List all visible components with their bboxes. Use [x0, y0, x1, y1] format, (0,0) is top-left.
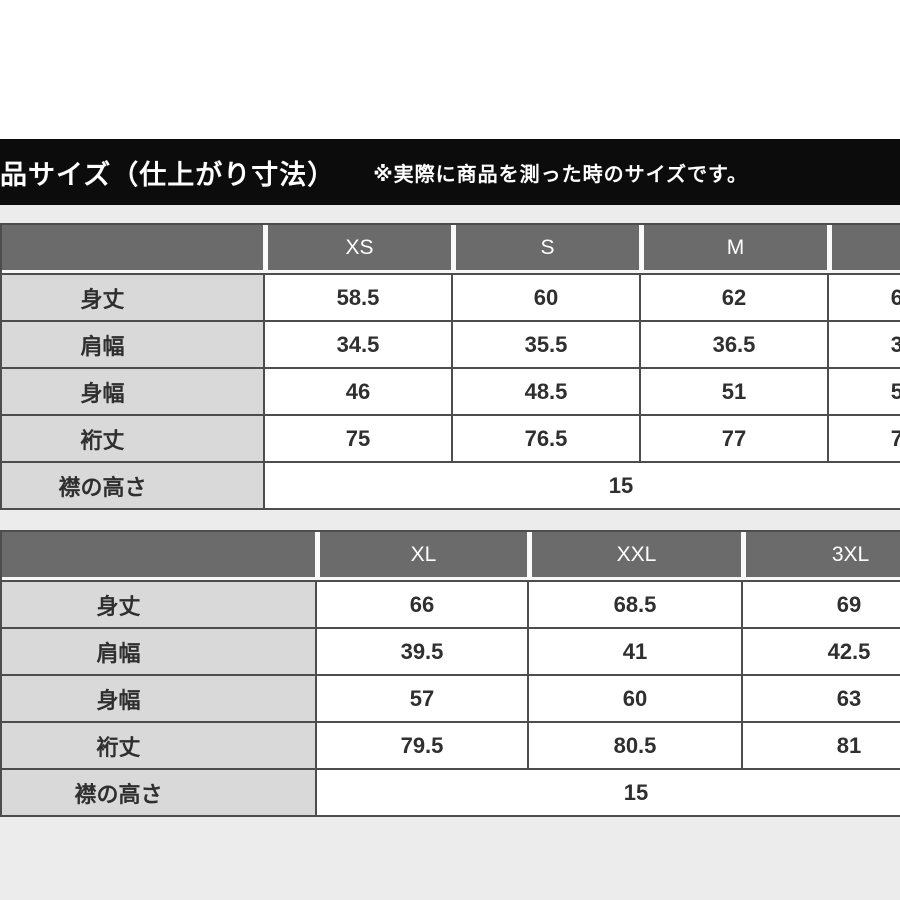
- table-row: 身丈 66 68.5 69: [2, 580, 900, 627]
- merged-value-cell: 15: [315, 770, 900, 815]
- value-cell: 54: [827, 369, 900, 414]
- size-header-cell: M: [639, 225, 827, 270]
- table-row: 襟の高さ 15: [2, 461, 900, 508]
- row-label: 身幅: [2, 369, 263, 414]
- table-row: 身幅 57 60 63: [2, 674, 900, 721]
- value-cell: 46: [263, 369, 451, 414]
- table-row: 襟の高さ 15: [2, 768, 900, 815]
- table-header-row: XL XXL 3XL: [2, 532, 900, 580]
- value-cell: 79: [827, 416, 900, 461]
- size-header-cell: XS: [263, 225, 451, 270]
- size-header-cell: 3XL: [741, 532, 900, 577]
- size-header-cell: S: [451, 225, 639, 270]
- table-row: 裄丈 79.5 80.5 81: [2, 721, 900, 768]
- table-header-row: XSSML: [2, 225, 900, 273]
- section-title: 品サイズ（仕上がり寸法）: [0, 159, 336, 190]
- size-table-xs-to-l-viewport: XSSML身丈58.5606264肩幅34.535.536.538身幅4648.…: [0, 223, 900, 510]
- row-label: 襟の高さ: [2, 770, 315, 815]
- value-cell: 75: [263, 416, 451, 461]
- size-table-xl-to-3xl: XL XXL 3XL 身丈 66 68.5 69 肩幅 39.5 41 42.5 身幅 57 60 63 裄丈…: [0, 530, 900, 817]
- row-label: 裄丈: [2, 416, 263, 461]
- size-table-xl-to-3xl-viewport: XL XXL 3XL 身丈 66 68.5 69 肩幅 39.5 41 42.5 身幅 57 60 63 裄丈…: [0, 530, 900, 817]
- row-label: 肩幅: [2, 629, 315, 674]
- row-label: 身幅: [2, 676, 315, 721]
- value-cell: 35.5: [451, 322, 639, 367]
- value-cell: 76.5: [451, 416, 639, 461]
- value-cell: 41: [527, 629, 741, 674]
- table-row: 肩幅 39.5 41 42.5: [2, 627, 900, 674]
- row-label: 肩幅: [2, 322, 263, 367]
- value-cell: 68.5: [527, 582, 741, 627]
- section-title-bar: 品サイズ（仕上がり寸法） ※実際に商品を測った時のサイズです。: [0, 139, 900, 205]
- value-cell: 77: [639, 416, 827, 461]
- size-header-cell: L: [827, 225, 900, 270]
- value-cell: 38: [827, 322, 900, 367]
- value-cell: 36.5: [639, 322, 827, 367]
- value-cell: 81: [741, 723, 900, 768]
- header-corner-cell: [2, 225, 263, 270]
- value-cell: 60: [527, 676, 741, 721]
- value-cell: 34.5: [263, 322, 451, 367]
- value-cell: 51: [639, 369, 827, 414]
- measurement-note: ※実際に商品を測った時のサイズです。: [373, 163, 749, 186]
- size-header-cell: XL: [315, 532, 527, 577]
- value-cell: 60: [451, 275, 639, 320]
- value-cell: 39.5: [315, 629, 527, 674]
- row-label: 襟の高さ: [2, 463, 263, 508]
- value-cell: 42.5: [741, 629, 900, 674]
- size-header-cell: XXL: [527, 532, 741, 577]
- value-cell: 69: [741, 582, 900, 627]
- header-corner-cell: [2, 532, 315, 577]
- row-label: 身丈: [2, 275, 263, 320]
- value-cell: 58.5: [263, 275, 451, 320]
- size-table-xs-to-l: XSSML身丈58.5606264肩幅34.535.536.538身幅4648.…: [0, 223, 900, 510]
- value-cell: 64: [827, 275, 900, 320]
- row-label: 身丈: [2, 582, 315, 627]
- value-cell: 66: [315, 582, 527, 627]
- value-cell: 62: [639, 275, 827, 320]
- value-cell: 48.5: [451, 369, 639, 414]
- value-cell: 63: [741, 676, 900, 721]
- value-cell: 57: [315, 676, 527, 721]
- value-cell: 79.5: [315, 723, 527, 768]
- row-label: 裄丈: [2, 723, 315, 768]
- merged-value-cell: 15: [263, 463, 900, 508]
- value-cell: 80.5: [527, 723, 741, 768]
